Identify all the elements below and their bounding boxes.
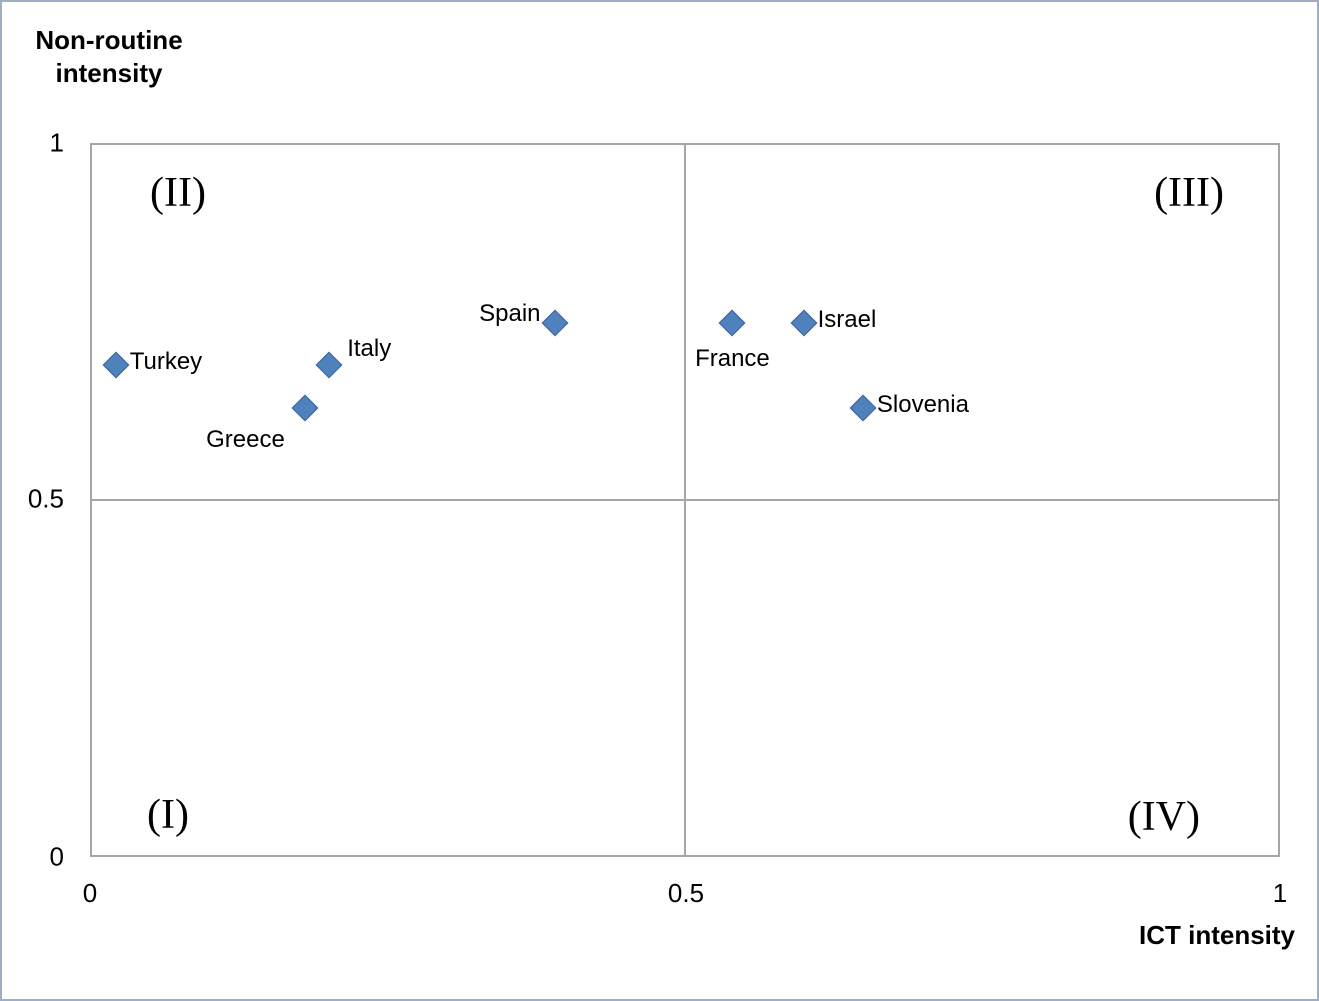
x-tick-0-5: 0.5	[667, 878, 705, 908]
data-point-label: Greece	[206, 425, 285, 453]
diamond-marker-icon	[292, 394, 319, 422]
quadrant-label-1: (I)	[147, 792, 189, 838]
y-tick-0: 0	[49, 841, 64, 872]
plot-area: (II) (III) (I) (IV) Turkey Greece Italy Spa…	[90, 143, 1280, 857]
quadrant-label-2: (II)	[150, 170, 206, 216]
x-tick-1: 1	[1272, 878, 1288, 908]
data-point-label: Slovenia	[876, 390, 969, 418]
y-tick-0-5: 0.5	[27, 483, 64, 514]
diamond-marker-icon	[102, 351, 130, 379]
diamond-marker-icon	[790, 309, 818, 336]
diamond-marker-icon	[541, 309, 568, 336]
data-point-label: Spain	[479, 299, 541, 327]
data-point-label: Italy	[347, 335, 392, 363]
diamond-marker-icon	[315, 351, 343, 379]
x-tick-0: 0	[82, 878, 98, 908]
data-point-label: France	[695, 344, 770, 372]
y-axis-title: Non-routine intensity	[24, 24, 194, 89]
y-axis-title-line1: Non-routine	[35, 25, 183, 55]
diamond-marker-icon	[719, 309, 746, 336]
data-point-label: Israel	[817, 305, 877, 333]
data-point-label: Turkey	[129, 348, 203, 376]
horizontal-divider-line	[92, 499, 1278, 501]
quadrant-label-3: (III)	[1154, 170, 1224, 216]
y-axis-title-line2: intensity	[55, 57, 163, 88]
quadrant-label-4: (IV)	[1127, 794, 1200, 840]
diamond-marker-icon	[849, 394, 877, 422]
x-axis-title: ICT intensity	[1138, 920, 1295, 950]
y-tick-1: 1	[49, 127, 64, 158]
